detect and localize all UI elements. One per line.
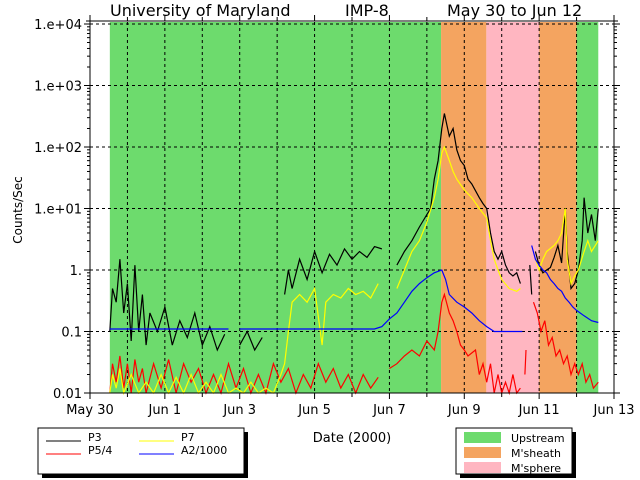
legend-label: M'sheath — [511, 447, 561, 460]
title-university: University of Maryland — [110, 1, 291, 20]
legend-swatch-msphere — [464, 462, 501, 473]
legend-label: A2/1000 — [181, 444, 227, 457]
series-line-p54 — [109, 292, 599, 396]
title-date-range: May 30 to Jun 12 — [447, 1, 582, 20]
x-tick-label: Jun 7 — [372, 403, 406, 418]
grid-lines — [90, 22, 614, 393]
y-tick-label: 1. — [70, 264, 82, 279]
title-spacecraft: IMP-8 — [345, 1, 389, 20]
x-axis-label: Date (2000) — [313, 431, 391, 446]
y-tick-label: 1.e+02 — [34, 141, 82, 156]
legend-swatch-upstream — [464, 432, 501, 443]
y-tick-label: 1.e+01 — [34, 203, 82, 218]
region-msheath — [441, 22, 487, 393]
legend-label: M'sphere — [511, 462, 561, 475]
region-upstream — [109, 22, 442, 393]
series-lines — [109, 113, 599, 396]
region-backgrounds — [109, 22, 599, 393]
x-tick-label: Jun 9 — [447, 403, 481, 418]
x-tick-label: May 30 — [66, 403, 114, 418]
legend-label: P3 — [88, 431, 102, 444]
x-tick-label: Jun 3 — [222, 403, 256, 418]
legend-label: P5/4 — [88, 444, 112, 457]
x-tick-label: Jun 13 — [593, 403, 635, 418]
region-msheath — [539, 22, 577, 393]
y-tick-label: 0.01 — [53, 387, 82, 402]
x-tick-label: Jun 1 — [147, 403, 181, 418]
y-tick-label: 1.e+03 — [34, 80, 82, 95]
y-axis-label: Counts/Sec — [11, 176, 25, 244]
region-msphere — [486, 22, 540, 393]
series-line-a21000 — [109, 245, 599, 333]
y-tick-label: 0.1 — [61, 326, 82, 341]
series-legend: P3 P7 P5/4 A2/1000 — [37, 427, 248, 478]
legend-swatch-msheath — [464, 447, 501, 458]
x-tick-label: Jun 5 — [297, 403, 331, 418]
region-upstream — [576, 22, 599, 393]
x-tick-label: Jun 11 — [518, 403, 560, 418]
legend-label: Upstream — [511, 432, 565, 445]
region-legend: Upstream M'sheath M'sphere — [455, 427, 576, 478]
y-tick-label: 1.e+04 — [34, 18, 82, 33]
legend-label: P7 — [181, 431, 195, 444]
